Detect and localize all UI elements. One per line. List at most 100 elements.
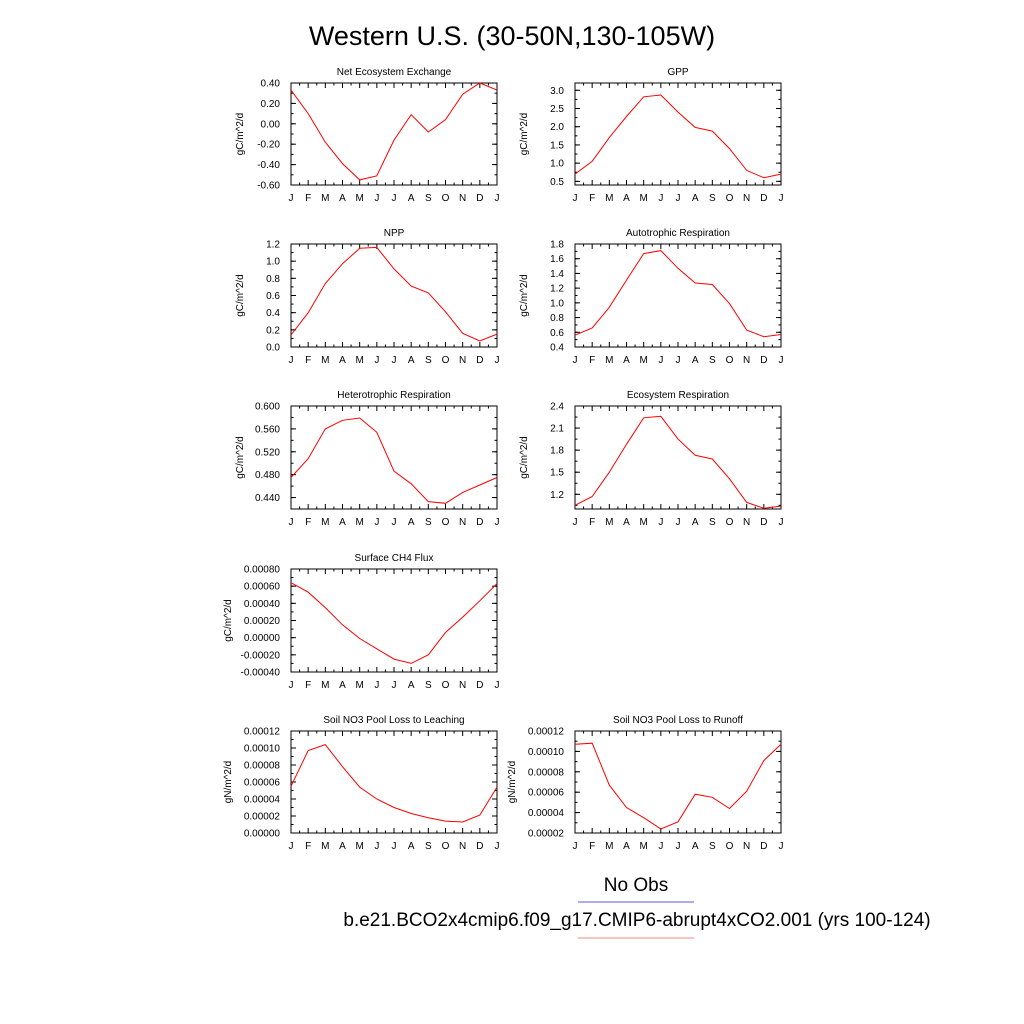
x-tick-label: A — [339, 841, 346, 852]
legend-entry-model-run: b.e21.BCO2x4cmip6.f09_g17.CMIP6-abrupt4x… — [343, 910, 930, 931]
y-tick-label: -0.00020 — [241, 650, 281, 661]
x-tick-label: N — [459, 355, 466, 366]
x-tick-label: A — [339, 517, 346, 528]
x-tick-label: M — [355, 355, 363, 366]
y-tick-label: 1.0 — [550, 298, 564, 309]
x-tick-label: M — [355, 841, 363, 852]
x-tick-label: D — [760, 355, 767, 366]
x-tick-label: S — [425, 193, 432, 204]
x-tick-label: J — [392, 517, 397, 528]
x-tick-label: J — [392, 841, 397, 852]
x-tick-label: J — [392, 355, 397, 366]
panel-title: Soil NO3 Pool Loss to Leaching — [323, 715, 464, 726]
y-tick-label: 1.5 — [550, 140, 564, 151]
plot-frame — [574, 405, 782, 510]
x-tick-label: A — [339, 680, 346, 691]
x-tick-label: M — [321, 680, 329, 691]
x-tick-label: N — [743, 355, 750, 366]
x-tick-label: M — [355, 193, 363, 204]
x-tick-label: F — [305, 680, 311, 691]
panel-title: Heterotrophic Respiration — [337, 390, 450, 401]
y-tick-label: 0.00000 — [244, 829, 281, 840]
x-tick-label: A — [339, 193, 346, 204]
x-tick-label: A — [408, 680, 415, 691]
x-tick-label: O — [726, 841, 734, 852]
x-tick-label: A — [408, 517, 415, 528]
x-tick-label: S — [709, 193, 716, 204]
y-tick-label: 0.00004 — [528, 808, 565, 819]
y-tick-label: 0.00080 — [244, 565, 281, 576]
y-tick-label: 0.440 — [255, 493, 280, 504]
series-line-soil-no3-pool-loss-to-runoff — [574, 742, 782, 830]
x-tick-label: J — [289, 193, 294, 204]
panel-title: GPP — [667, 67, 688, 78]
x-tick-label: O — [442, 193, 450, 204]
x-tick-label: D — [760, 517, 767, 528]
x-tick-label: M — [605, 193, 613, 204]
x-tick-label: J — [495, 680, 500, 691]
x-tick-label: O — [726, 193, 734, 204]
x-tick-label: F — [589, 193, 595, 204]
x-tick-label: A — [623, 841, 630, 852]
x-tick-label: N — [459, 193, 466, 204]
x-tick-label: J — [495, 193, 500, 204]
x-tick-label: F — [305, 193, 311, 204]
x-tick-label: M — [605, 841, 613, 852]
x-tick-label: J — [495, 841, 500, 852]
y-tick-label: 0.00012 — [528, 727, 565, 738]
legend: No Obs b.e21.BCO2x4cmip6.f09_g17.CMIP6-a… — [343, 875, 931, 939]
y-tick-label: 0.2 — [266, 325, 280, 336]
x-tick-label: N — [459, 841, 466, 852]
y-tick-label: 0.40 — [261, 79, 281, 90]
x-tick-label: J — [779, 355, 784, 366]
series-line-surface-ch4-flux — [290, 582, 498, 664]
y-tick-label: 1.8 — [550, 446, 564, 457]
x-tick-label: N — [743, 517, 750, 528]
series-line-heterotrophic-respiration — [290, 417, 498, 504]
x-tick-label: A — [339, 355, 346, 366]
y-tick-label: -0.20 — [257, 140, 280, 151]
y-tick-label: 1.0 — [266, 257, 280, 268]
y-tick-label: 0.00040 — [244, 599, 281, 610]
x-tick-label: J — [658, 355, 663, 366]
y-tick-label: 1.5 — [550, 468, 564, 479]
x-tick-label: O — [726, 355, 734, 366]
x-tick-label: J — [392, 193, 397, 204]
x-tick-label: D — [476, 841, 483, 852]
x-tick-label: J — [392, 680, 397, 691]
x-tick-label: J — [779, 193, 784, 204]
x-tick-label: J — [676, 355, 681, 366]
x-tick-label: F — [305, 517, 311, 528]
x-tick-label: J — [573, 355, 578, 366]
plot-frame — [290, 82, 498, 186]
y-axis-label: gC/m^2/d — [235, 436, 246, 479]
y-tick-label: -0.60 — [257, 181, 280, 192]
y-tick-label: 1.0 — [550, 159, 564, 170]
x-tick-label: J — [495, 355, 500, 366]
x-tick-label: J — [495, 517, 500, 528]
x-tick-label: M — [321, 517, 329, 528]
figure-title: Western U.S. (30-50N,130-105W) — [309, 21, 715, 51]
x-tick-label: J — [289, 355, 294, 366]
x-tick-label: J — [289, 841, 294, 852]
y-tick-label: 0.00000 — [244, 633, 281, 644]
y-tick-label: 1.6 — [550, 254, 564, 265]
x-tick-label: J — [573, 193, 578, 204]
y-tick-label: 0.8 — [550, 313, 564, 324]
y-tick-label: 1.2 — [266, 240, 280, 251]
x-tick-label: D — [760, 841, 767, 852]
x-tick-label: M — [321, 355, 329, 366]
x-tick-label: O — [726, 517, 734, 528]
x-tick-label: M — [321, 193, 329, 204]
x-tick-label: O — [442, 841, 450, 852]
x-tick-label: J — [573, 841, 578, 852]
y-tick-label: 0.5 — [550, 177, 564, 188]
x-tick-label: A — [408, 355, 415, 366]
y-tick-label: 1.4 — [550, 269, 564, 280]
x-tick-label: J — [676, 841, 681, 852]
